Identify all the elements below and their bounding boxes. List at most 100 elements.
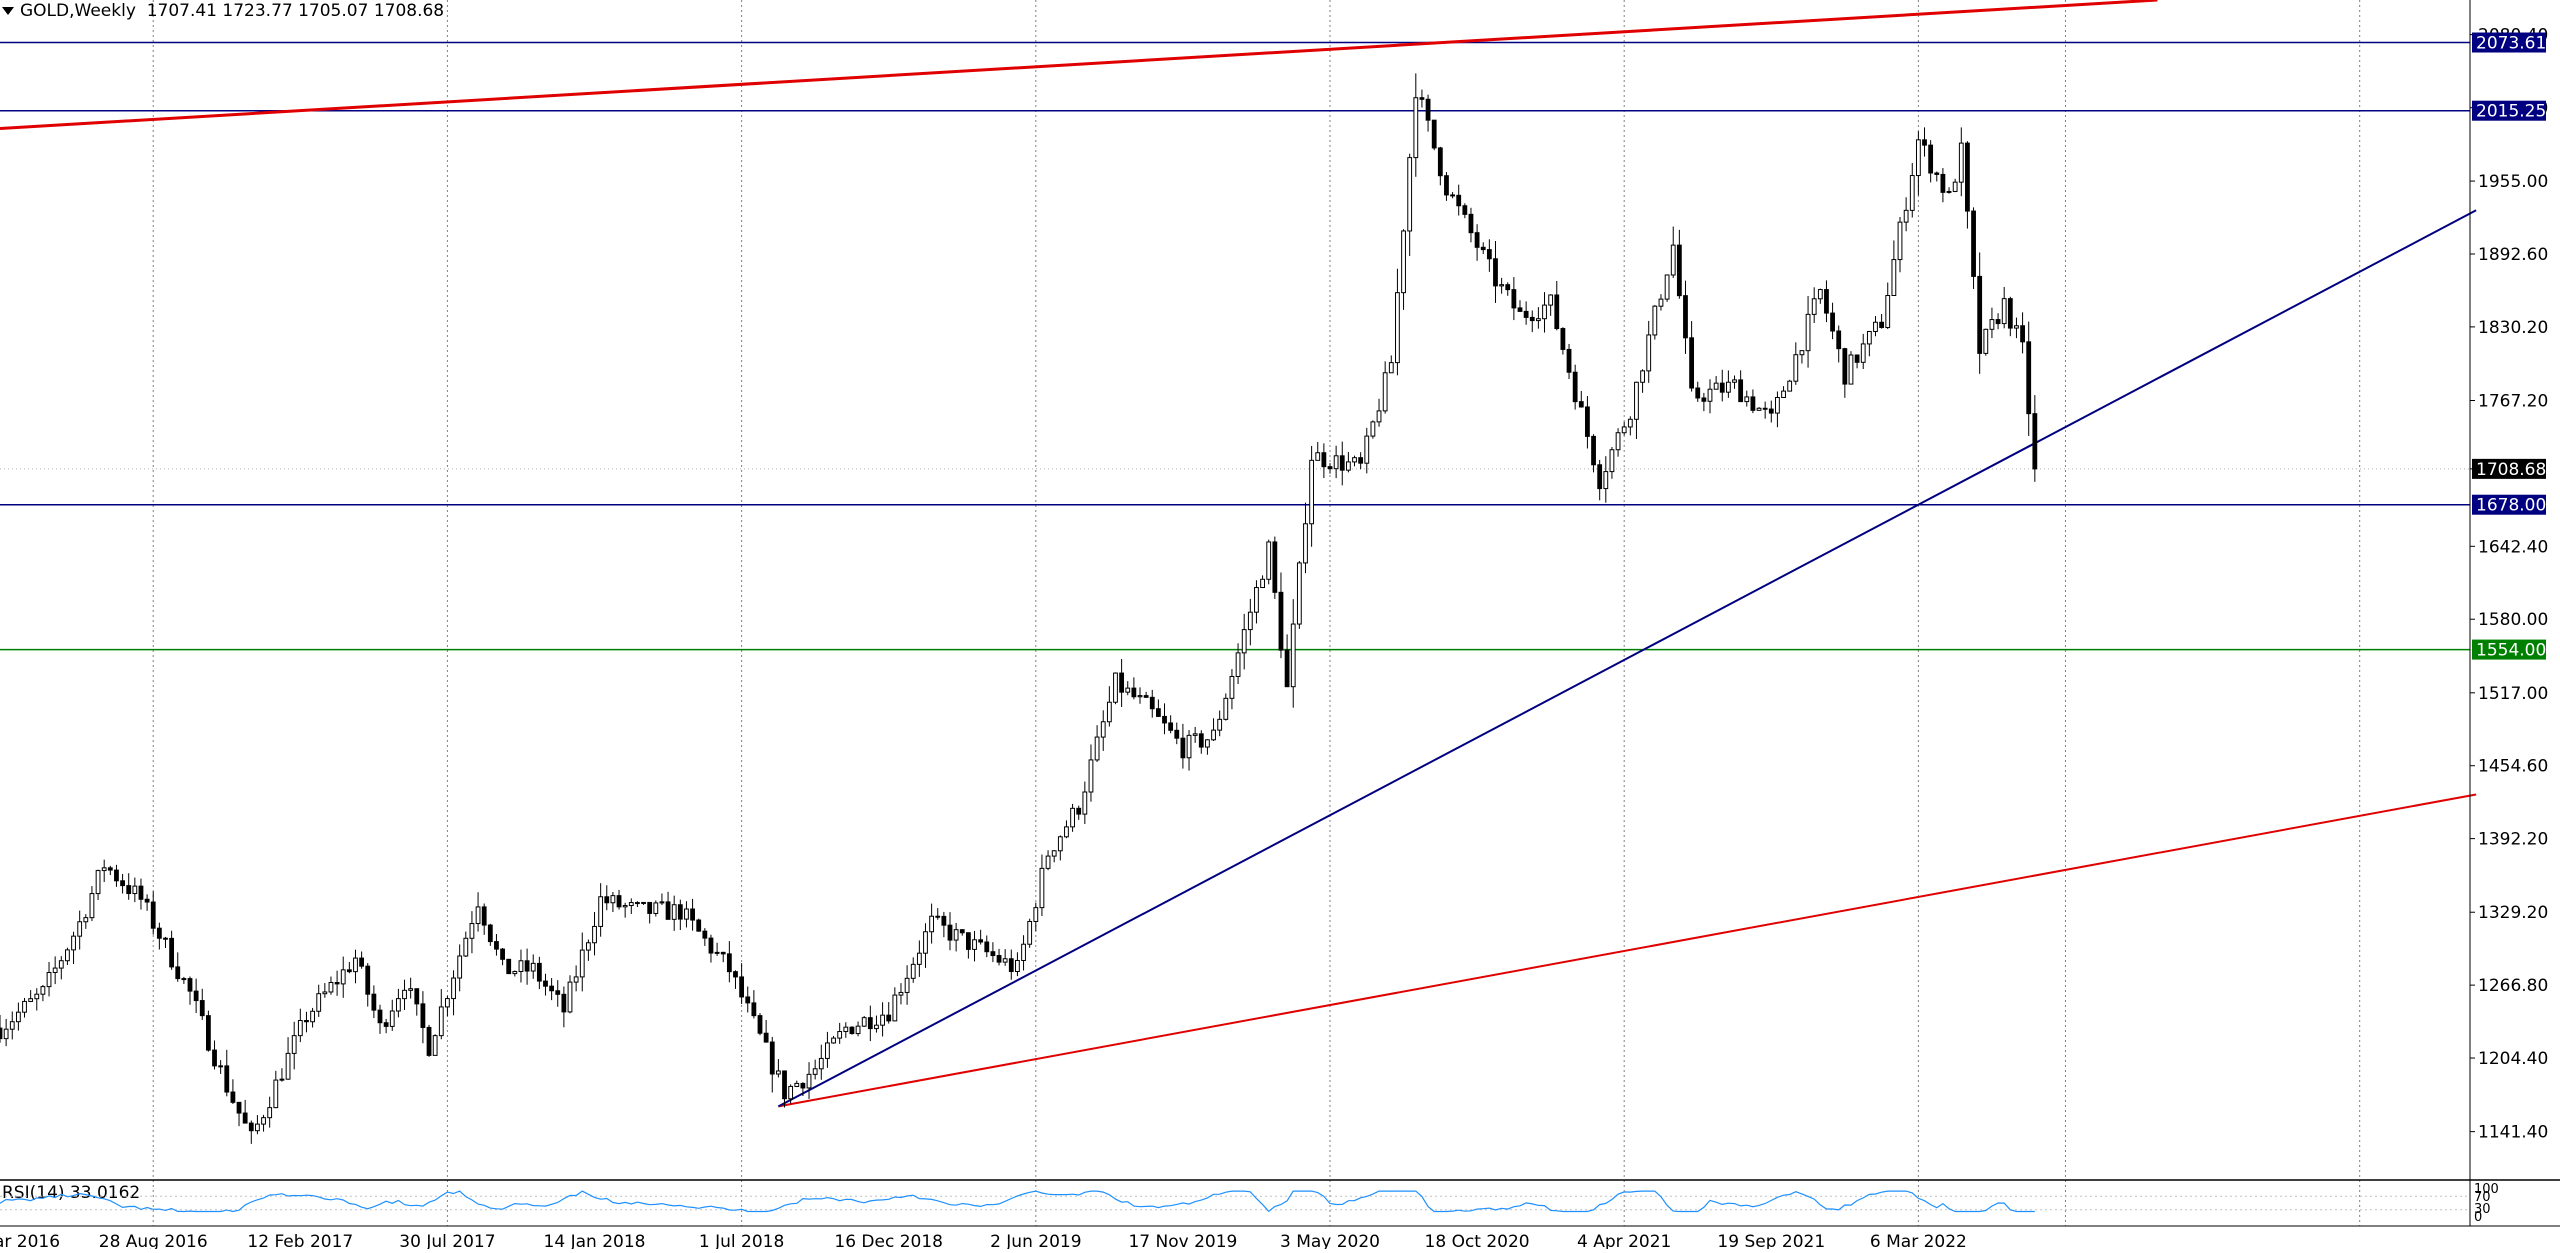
trendlines[interactable] <box>0 0 2477 1108</box>
candle-body <box>1934 172 1940 175</box>
time-axis-label: 2 Jun 2019 <box>990 1232 1081 1249</box>
candle-body <box>1787 380 1793 392</box>
trendline[interactable] <box>0 0 2158 131</box>
candle-body <box>1585 406 1590 437</box>
candle-body <box>340 969 346 985</box>
candle-body <box>1033 907 1039 922</box>
candle-body <box>1658 298 1664 307</box>
candle-body <box>524 960 530 972</box>
candle-body <box>1486 249 1492 260</box>
candle-body <box>359 957 365 967</box>
price-axis-label: 1392.20 <box>2478 830 2548 850</box>
candle-body <box>1082 791 1088 815</box>
candle-body <box>1260 578 1265 589</box>
candle-body <box>132 885 138 895</box>
candle-body <box>1180 737 1186 759</box>
candle-body <box>1627 418 1633 428</box>
candle-body <box>1284 649 1290 688</box>
candle-body <box>1192 733 1198 736</box>
candle-body <box>714 951 720 954</box>
candle-body <box>500 948 505 960</box>
candle-body <box>1824 289 1829 314</box>
candle-body <box>371 993 377 1011</box>
candle-body <box>696 919 702 932</box>
candle-body <box>1744 396 1750 403</box>
candle-body <box>978 939 984 943</box>
candle-body <box>1162 715 1167 724</box>
candle-body <box>1272 541 1278 593</box>
candle-body <box>1388 362 1394 374</box>
candle-body <box>1548 294 1554 306</box>
candle-body <box>1425 98 1431 121</box>
candle-body <box>46 971 52 988</box>
candle-body <box>677 904 683 920</box>
candle-body <box>1860 343 1866 363</box>
candle-body <box>898 991 904 996</box>
candle-body <box>22 1000 27 1013</box>
price-level-tag <box>2472 32 2546 53</box>
time-axis[interactable]: 13 Mar 2016 28 Aug 2016 12 Feb 2017 30 Jul … <box>0 1232 1967 1252</box>
candle-body <box>892 994 898 1022</box>
candle-body <box>1701 397 1707 402</box>
trendline[interactable] <box>778 793 2477 1108</box>
horizontal-levels[interactable] <box>0 41 2470 651</box>
candle-body <box>702 930 708 939</box>
candle-body <box>187 978 193 992</box>
candle-body <box>1266 541 1272 580</box>
candle-body <box>273 1079 279 1109</box>
candle-body <box>1125 687 1131 693</box>
candle-body <box>1174 729 1180 739</box>
candle-body <box>383 1022 389 1027</box>
candle-body <box>2014 325 2019 329</box>
time-axis-label: 17 Nov 2019 <box>1128 1232 1237 1249</box>
candle-body <box>665 901 671 920</box>
candle-body <box>1719 382 1725 393</box>
price-level-tag <box>2472 494 2546 515</box>
price-axis[interactable]: 2080.402017.801955.001892.601830.201767.… <box>2470 26 2548 1143</box>
candle-body <box>647 901 653 914</box>
candle-body <box>107 867 113 871</box>
candle-body <box>1842 348 1848 385</box>
candle-body <box>1168 722 1174 731</box>
grid <box>152 0 2361 1226</box>
candle-body <box>996 955 1002 963</box>
candle-body <box>720 951 726 955</box>
candle-body <box>1113 672 1118 703</box>
candle-body <box>1566 348 1572 373</box>
price-axis-label: 1454.60 <box>2478 757 2548 777</box>
candle-body <box>1922 139 1927 146</box>
candle-body <box>1676 244 1682 297</box>
candle-body <box>1781 390 1786 398</box>
candle-body <box>874 1024 879 1030</box>
dropdown-triangle-icon[interactable] <box>2 7 14 15</box>
candle-body <box>782 1070 787 1100</box>
candle-body <box>1805 313 1811 352</box>
candle-body <box>567 981 573 1013</box>
candle-body <box>218 1065 224 1068</box>
candle-body <box>169 937 175 968</box>
candle-body <box>1131 687 1137 698</box>
candle-body <box>1591 435 1596 466</box>
candle-body <box>1535 318 1541 322</box>
candle-body <box>144 898 150 903</box>
candle-body <box>1946 190 1952 193</box>
candle-body <box>420 1003 426 1028</box>
candle-body <box>506 958 512 975</box>
candle-body <box>487 924 493 943</box>
rsi-line <box>0 1190 2035 1213</box>
candle-body <box>1523 310 1529 318</box>
candle-body <box>585 942 591 951</box>
candle-body <box>733 971 738 978</box>
candle-body <box>1149 696 1155 710</box>
candle-body <box>1364 435 1370 464</box>
candle-body <box>1088 759 1094 793</box>
candle-body <box>1817 289 1823 300</box>
candle-body <box>518 960 524 973</box>
candle-body <box>334 981 340 985</box>
candle-body <box>438 1006 444 1037</box>
candle-body <box>1027 920 1033 945</box>
trendline[interactable] <box>777 209 2477 1108</box>
